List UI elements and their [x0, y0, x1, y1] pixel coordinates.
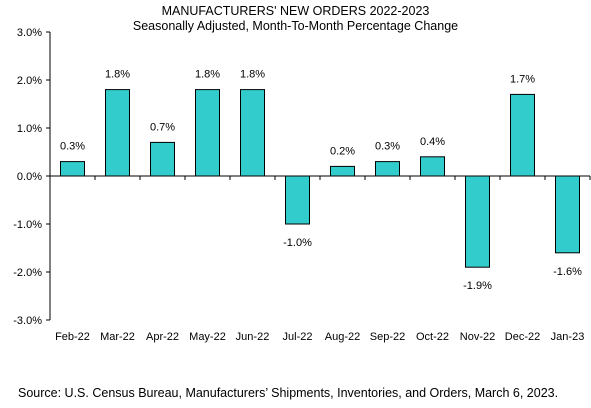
y-tick-label: 0.0%	[17, 171, 42, 183]
x-tick-label: Sep-22	[370, 331, 405, 343]
data-label: -1.6%	[553, 266, 582, 278]
data-label: 0.2%	[330, 145, 355, 157]
bar	[60, 161, 85, 177]
data-label: 0.4%	[420, 136, 445, 148]
data-label: 0.7%	[150, 121, 175, 133]
bar	[465, 175, 490, 268]
x-tick-label: Oct-22	[416, 331, 449, 343]
bar	[285, 175, 310, 225]
data-label: 0.3%	[375, 141, 400, 153]
data-label: -1.0%	[283, 237, 312, 249]
data-label: 1.8%	[240, 69, 265, 81]
bar	[195, 89, 220, 177]
y-tick-label: 2.0%	[17, 75, 42, 87]
y-tick-label: 1.0%	[17, 123, 42, 135]
x-tick-label: Dec-22	[505, 331, 540, 343]
y-tick-label: 3.0%	[17, 27, 42, 39]
chart-title: MANUFACTURERS' NEW ORDERS 2022-2023	[161, 4, 430, 18]
x-tick-label: Apr-22	[146, 331, 179, 343]
x-tick-label: Jul-22	[283, 331, 313, 343]
bar	[375, 161, 400, 177]
x-tick-label: Aug-22	[325, 331, 360, 343]
x-tick-label: Jun-22	[236, 331, 270, 343]
source-note: Source: U.S. Census Bureau, Manufacturer…	[18, 386, 559, 400]
data-label: 1.8%	[195, 69, 220, 81]
data-label: 0.3%	[60, 141, 85, 153]
x-tick-label: Jan-23	[551, 331, 585, 343]
bar	[420, 156, 445, 177]
bar	[510, 93, 535, 177]
x-tick-label: Feb-22	[55, 331, 90, 343]
data-label: 1.7%	[510, 73, 535, 85]
chart-subtitle: Seasonally Adjusted, Month-To-Month Perc…	[132, 19, 459, 33]
x-tick-label: Nov-22	[460, 331, 495, 343]
bar	[555, 175, 580, 254]
bar	[330, 165, 355, 177]
bar	[240, 89, 265, 177]
y-tick-label: -1.0%	[13, 219, 42, 231]
data-label: -1.9%	[463, 280, 492, 292]
bar	[105, 89, 130, 177]
x-tick-label: May-22	[189, 331, 226, 343]
y-tick-label: -3.0%	[13, 315, 42, 327]
y-tick-label: -2.0%	[13, 267, 42, 279]
bar	[150, 141, 175, 177]
x-tick-label: Mar-22	[100, 331, 135, 343]
data-label: 1.8%	[105, 69, 130, 81]
